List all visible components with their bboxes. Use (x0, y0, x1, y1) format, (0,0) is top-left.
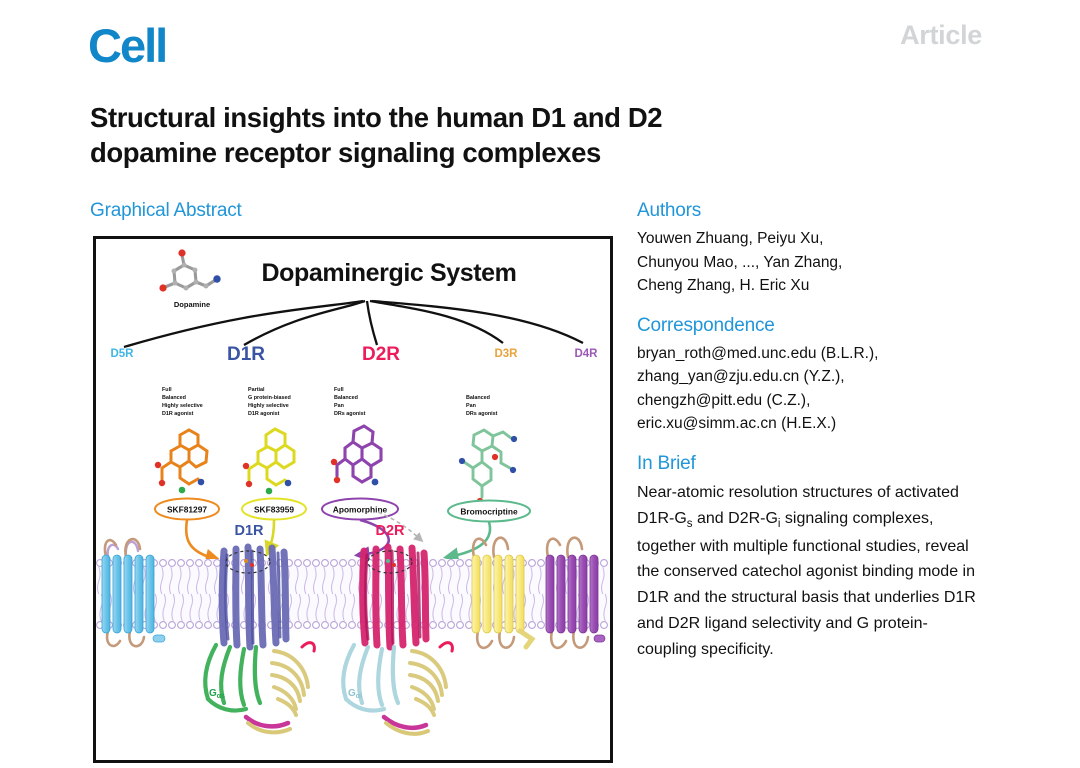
authors-heading: Authors (637, 200, 702, 221)
ligand-name-skf81297: SKF81297 (167, 505, 207, 515)
d2r-binding-pocket-highlight (367, 550, 413, 574)
ligand-desc-bromocriptine-1: Pan (466, 403, 476, 409)
bromocriptine-structure-icon (462, 428, 513, 499)
graphical-abstract-panel: Dopamine Dopaminergic System D5R D1R D2R… (93, 236, 613, 763)
correspondence-email[interactable]: chengzh@pitt.edu (C.Z.), (637, 391, 811, 409)
in-brief-sub-s: s (686, 517, 693, 530)
ligand-desc-bromocriptine-0: Balanced (466, 395, 490, 401)
page-title: Structural insights into the human D1 an… (90, 102, 663, 169)
receptor-structure-d3r (471, 536, 536, 650)
cell-journal-logo: Cell (88, 19, 168, 72)
ligand-name-oval-bromocriptine (447, 499, 531, 523)
authors-block: Authors Youwen Zhuang, Peiyu Xu, Chunyou… (637, 200, 982, 298)
skf83959-structure-icon (247, 427, 296, 487)
ligand-skf83959: Partial G protein-biased Highly selectiv… (241, 387, 307, 521)
author-line: Cheng Zhang, H. Eric Xu (637, 277, 810, 295)
correspondence-heading: Correspondence (637, 314, 775, 336)
correspondence-email[interactable]: zhang_yan@zju.edu.cn (Y.Z.), (637, 368, 845, 386)
right-column: Authors Youwen Zhuang, Peiyu Xu, Chunyou… (637, 200, 982, 680)
receptor-structure-d1r (218, 543, 290, 651)
receptor-structure-d2r (359, 543, 430, 651)
in-brief-part: Near-atomic resolution structures of act… (637, 483, 959, 527)
receptor-branch-lines (123, 299, 584, 349)
ligand-desc-skf83959-0: Partial (248, 387, 265, 393)
ligand-desc-skf81297-2: Highly selective (162, 403, 203, 409)
in-brief-part: signaling complexes, together with multi… (637, 509, 976, 659)
correspondence-email[interactable]: eric.xu@simm.ac.cn (H.E.X.) (637, 415, 837, 433)
ligand-name-skf83959: SKF83959 (254, 505, 294, 515)
d1r-binding-pocket-highlight (225, 550, 271, 574)
ligand-desc-apomorphine-3: DRs agonist (334, 411, 366, 417)
receptor-structure-d4r (545, 536, 606, 650)
ligand-name-apomorphine: Apomorphine (333, 505, 388, 515)
ligand-desc-skf83959-3: D1R agonist (248, 411, 280, 417)
receptor-label-d5r: D5R (110, 348, 134, 360)
ligand-desc-bromocriptine-2: DRs agonist (466, 411, 498, 417)
g-protein-complex-gs: Gαs (203, 641, 316, 735)
lipid-bilayer (96, 559, 610, 629)
ligand-name-oval-skf81297 (154, 497, 220, 521)
ligand-bromocriptine: Balanced Pan DRs agonist Bromocrip (447, 395, 531, 523)
in-brief-block: In Brief Near-atomic resolution structur… (637, 453, 982, 663)
correspondence-block: Correspondence bryan_roth@med.unc.edu (B… (637, 315, 982, 436)
author-line: Youwen Zhuang, Peiyu Xu, (637, 230, 824, 247)
ligand-desc-skf83959-1: G protein-biased (248, 395, 291, 401)
ligand-desc-skf83959-2: Highly selective (248, 403, 289, 409)
skf81297-structure-icon (160, 428, 209, 486)
receptor-structure-d5r (101, 537, 166, 648)
correspondence-email[interactable]: bryan_roth@med.unc.edu (B.L.R.), (637, 344, 879, 362)
article-type-tag: Article (900, 20, 982, 50)
receptor-label-d3r: D3R (494, 348, 518, 360)
ligand-desc-apomorphine-1: Balanced (334, 395, 358, 401)
receptor-label-d1r: D1R (227, 344, 265, 365)
diagram-title: Dopaminergic System (262, 259, 517, 287)
ligand-desc-apomorphine-0: Full (334, 387, 344, 393)
ligand-apomorphine: Full Balanced Pan DRs agonist Apomorphin… (321, 387, 399, 521)
ligand-name-oval-apomorphine (321, 497, 399, 521)
g-protein-label-gas: Gαs (209, 688, 225, 700)
receptor-label-d2r: D2R (362, 344, 400, 365)
g-protein-complex-gi: Gαi (341, 641, 454, 736)
receptor-label-d4r: D4R (574, 348, 598, 360)
dopamine-label: Dopamine (174, 300, 210, 309)
ligand-desc-skf81297-0: Full (162, 387, 172, 393)
g-protein-label-gai: Gαi (348, 688, 362, 700)
in-brief-part: and D2R-G (692, 509, 778, 527)
ligand-skf81297: Full Balanced Highly selective D1R agoni… (154, 387, 220, 521)
in-brief-heading: In Brief (637, 452, 696, 474)
dopamine-molecule-icon (159, 249, 221, 292)
in-brief-text: Near-atomic resolution structures of act… (637, 480, 982, 663)
apomorphine-structure-icon (335, 424, 383, 484)
graphical-abstract-heading: Graphical Abstract (90, 200, 242, 221)
in-brief-sub-i: i (777, 517, 781, 530)
dopaminergic-system-diagram: Dopamine Dopaminergic System D5R D1R D2R… (96, 249, 610, 736)
membrane-label-d1r: D1R (234, 523, 264, 539)
ligand-binding-arrows (184, 511, 492, 565)
ligand-name-bromocriptine: Bromocriptine (460, 507, 518, 517)
ligand-desc-apomorphine-2: Pan (334, 403, 344, 409)
ligand-desc-skf81297-3: D1R agonist (162, 411, 194, 417)
ligand-name-oval-skf83959 (241, 497, 307, 521)
ligand-desc-skf81297-1: Balanced (162, 395, 186, 401)
author-line: Chunyou Mao, ..., Yan Zhang, (637, 253, 843, 271)
membrane-label-d2r: D2R (375, 523, 405, 539)
